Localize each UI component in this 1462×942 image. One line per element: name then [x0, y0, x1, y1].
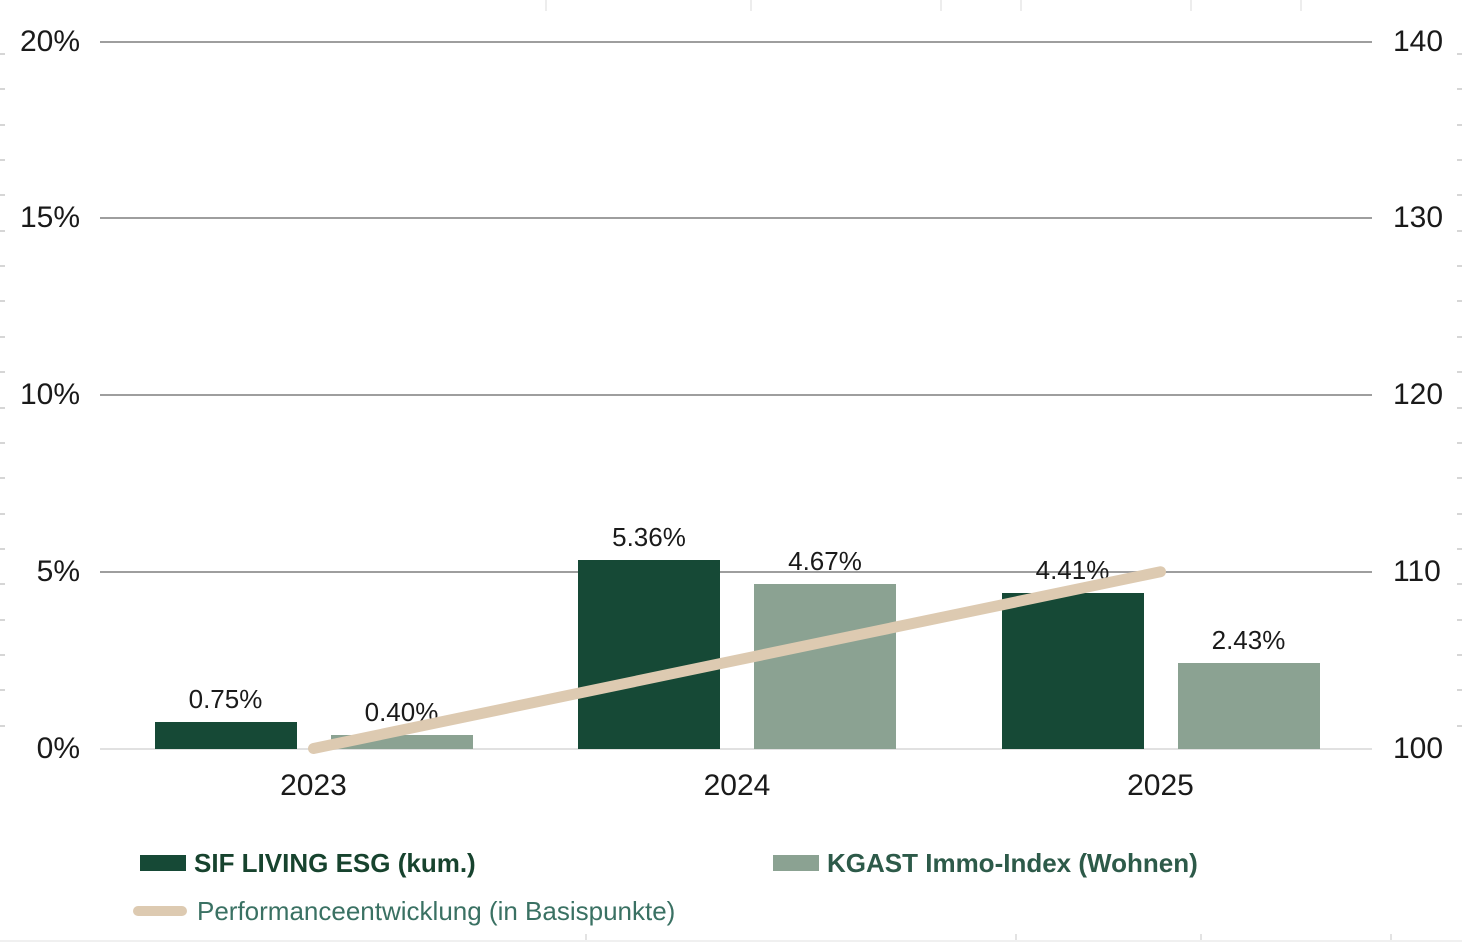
legend-label-performance-line: Performanceentwicklung (in Basispunkte): [197, 895, 676, 926]
left-edge-minor-tick: [0, 441, 5, 444]
left-edge-minor-tick: [0, 194, 5, 197]
x-axis-label-2023: 2023: [280, 769, 347, 802]
right-edge-minor-tick: [1457, 300, 1462, 303]
right-edge-minor-tick: [1457, 689, 1462, 692]
left-edge-minor-tick: [0, 159, 5, 162]
left-axis-tick-label: 15%: [19, 201, 80, 235]
top-edge-artifact: [545, 0, 547, 11]
legend-label-sif: SIF LIVING ESG (kum.): [194, 847, 476, 878]
gridline-15%: [100, 217, 1372, 220]
bottom-edge-hairline: [0, 940, 1462, 942]
right-axis-tick-label: 130: [1393, 201, 1444, 235]
right-edge-minor-tick: [1457, 724, 1462, 727]
legend-item-performance-line: Performanceentwicklung (in Basispunkte): [133, 896, 675, 926]
bar-kgast-2023: [330, 734, 473, 749]
right-edge-minor-tick: [1457, 335, 1462, 338]
legend-swatch-performance-line: [133, 906, 187, 916]
left-axis-tick-label: 20%: [19, 24, 80, 58]
right-edge-minor-tick: [1457, 653, 1462, 656]
right-edge-minor-tick: [1457, 618, 1462, 621]
right-axis-tick-label: 110: [1393, 554, 1441, 588]
bar-kgast-2025: [1177, 663, 1320, 749]
top-edge-artifact: [940, 0, 942, 11]
left-axis-tick-label: 10%: [19, 378, 80, 411]
left-edge-minor-tick: [0, 406, 5, 409]
left-edge-minor-tick: [0, 724, 5, 727]
left-edge-minor-tick: [0, 653, 5, 656]
left-edge-minor-tick: [0, 229, 5, 232]
bar-sif-2023: [154, 722, 297, 749]
left-edge-minor-tick: [0, 300, 5, 303]
right-axis-tick-label: 140: [1393, 24, 1444, 58]
left-edge-minor-tick: [0, 547, 5, 550]
right-edge-minor-tick: [1457, 406, 1462, 409]
right-axis-tick-label: 100: [1393, 731, 1444, 765]
right-edge-minor-tick: [1457, 583, 1462, 586]
right-edge-minor-tick: [1457, 371, 1462, 374]
bar-value-label: 5.36%: [612, 521, 686, 552]
left-edge-minor-tick: [0, 371, 5, 374]
top-edge-artifact: [1300, 0, 1302, 11]
top-edge-artifact: [750, 0, 752, 11]
right-edge-minor-tick: [1457, 123, 1462, 126]
left-edge-minor-tick: [0, 583, 5, 586]
left-axis-tick-label: 0%: [36, 731, 80, 765]
left-edge-minor-tick: [0, 618, 5, 621]
legend-item-sif: SIF LIVING ESG (kum.): [140, 848, 476, 878]
left-axis-tick-label: 5%: [36, 554, 80, 588]
bar-value-label: 0.75%: [188, 684, 263, 715]
x-axis-label-2025: 2025: [1127, 769, 1194, 802]
right-edge-minor-tick: [1457, 194, 1462, 197]
right-edge-minor-tick: [1457, 159, 1462, 162]
bar-kgast-2024: [754, 583, 896, 749]
gridline-20%: [100, 40, 1372, 43]
bar-sif-2025: [1001, 593, 1144, 749]
gridline-10%: [100, 394, 1372, 396]
left-edge-minor-tick: [0, 477, 5, 480]
right-edge-minor-tick: [1457, 88, 1462, 91]
left-edge-minor-tick: [0, 512, 5, 515]
bottom-edge-artifact: [1200, 934, 1202, 942]
legend-item-kgast: KGAST Immo-Index (Wohnen): [773, 848, 1198, 878]
left-edge-minor-tick: [0, 265, 5, 268]
top-edge-artifact: [1020, 0, 1022, 11]
right-edge-minor-tick: [1457, 477, 1462, 480]
right-edge-minor-tick: [1457, 441, 1462, 444]
left-edge-minor-tick: [0, 88, 5, 91]
right-edge-minor-tick: [1457, 53, 1462, 55]
right-edge-minor-tick: [1457, 229, 1462, 232]
left-edge-minor-tick: [0, 335, 5, 338]
x-axis-label-2024: 2024: [703, 769, 771, 802]
bar-value-label: 4.67%: [788, 545, 862, 576]
right-edge-minor-tick: [1457, 512, 1462, 515]
legend-swatch-kgast-bar: [773, 855, 819, 871]
left-edge-minor-tick: [0, 689, 5, 692]
right-edge-minor-tick: [1457, 265, 1462, 268]
legend-label-kgast: KGAST Immo-Index (Wohnen): [827, 847, 1198, 878]
bottom-edge-artifact: [1390, 934, 1392, 942]
bottom-edge-artifact: [585, 934, 587, 942]
legend-swatch-sif-bar: [140, 855, 186, 871]
right-axis-tick-label: 120: [1393, 378, 1444, 411]
top-edge-artifact: [1190, 0, 1192, 11]
gridline-5%: [100, 570, 1372, 573]
right-edge-minor-tick: [1457, 547, 1462, 550]
left-edge-minor-tick: [0, 123, 5, 126]
bar-value-label: 4.41%: [1035, 555, 1110, 586]
bar-value-label: 0.40%: [364, 696, 439, 727]
bottom-edge-artifact: [1015, 934, 1017, 942]
bar-value-label: 2.43%: [1211, 625, 1286, 656]
left-edge-minor-tick: [0, 53, 5, 55]
bar-sif-2024: [578, 559, 720, 749]
